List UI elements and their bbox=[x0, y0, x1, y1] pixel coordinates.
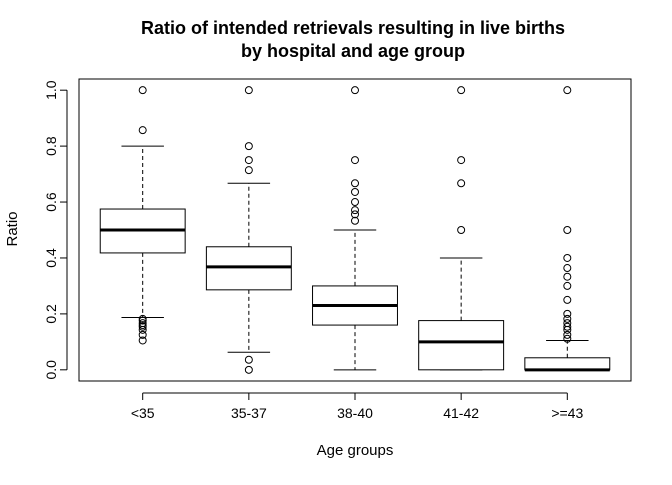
outlier-point bbox=[138, 336, 147, 345]
chart-title: Ratio of intended retrievals resulting i… bbox=[141, 18, 565, 38]
outlier-point bbox=[563, 253, 572, 262]
chart-subtitle: by hospital and age group bbox=[241, 41, 465, 61]
outlier-point bbox=[138, 330, 147, 339]
plot-frame bbox=[78, 78, 632, 382]
outlier-point bbox=[351, 210, 359, 219]
outlier-point bbox=[563, 272, 572, 281]
x-tick-label: 38-40 bbox=[337, 405, 373, 421]
outlier-point bbox=[351, 179, 359, 188]
outlier-point bbox=[138, 325, 147, 334]
outlier-point bbox=[244, 86, 253, 95]
outlier-point bbox=[138, 86, 147, 95]
outlier-point bbox=[563, 322, 572, 331]
outlier-point bbox=[351, 86, 359, 95]
y-tick-label: 0.8 bbox=[43, 136, 59, 156]
outlier-point bbox=[351, 198, 359, 207]
y-tick-label: 1.0 bbox=[43, 80, 59, 100]
outlier-point bbox=[244, 355, 253, 364]
y-tick-label: 0.6 bbox=[43, 192, 59, 212]
outlier-point bbox=[244, 166, 253, 175]
outlier-point bbox=[138, 316, 147, 325]
outlier-point bbox=[563, 334, 572, 343]
outlier-point bbox=[351, 187, 359, 196]
outlier-point bbox=[457, 179, 466, 188]
y-tick-label: 0.0 bbox=[43, 360, 59, 380]
outlier-point bbox=[351, 206, 359, 215]
outlier-point bbox=[563, 281, 572, 290]
chart-marks: 0.0 0.2 0.4 0.6 0.8 1.0 <35 35-37 38-40 41-42 >=43 bbox=[43, 80, 611, 421]
outlier-point bbox=[351, 156, 359, 165]
box bbox=[524, 357, 611, 371]
x-tick-label: <35 bbox=[131, 405, 155, 421]
outlier-point bbox=[244, 142, 253, 151]
y-tick-label: 0.4 bbox=[43, 248, 59, 268]
outlier-point bbox=[563, 314, 572, 323]
outlier-point bbox=[244, 156, 253, 165]
outlier-point bbox=[563, 325, 572, 334]
x-axis-label: Age groups bbox=[317, 442, 394, 459]
x-tick-label: 35-37 bbox=[231, 405, 267, 421]
outlier-point bbox=[563, 330, 572, 339]
outlier-point bbox=[563, 295, 572, 304]
outlier-point bbox=[563, 226, 572, 234]
y-axis-label: Ratio bbox=[4, 211, 21, 246]
box bbox=[418, 320, 505, 371]
x-tick-label: 41-42 bbox=[443, 405, 479, 421]
outlier-point bbox=[563, 309, 572, 318]
y-tick-label: 0.2 bbox=[43, 304, 59, 324]
outlier-point bbox=[351, 216, 359, 225]
outlier-point bbox=[244, 365, 253, 374]
outlier-point bbox=[457, 86, 466, 95]
outlier-point bbox=[457, 156, 466, 165]
outlier-point bbox=[563, 264, 572, 273]
outlier-point bbox=[457, 226, 466, 234]
outlier-point bbox=[563, 86, 572, 95]
outlier-point bbox=[138, 126, 147, 135]
outlier-point bbox=[138, 322, 147, 331]
x-tick-label: >=43 bbox=[551, 405, 583, 421]
